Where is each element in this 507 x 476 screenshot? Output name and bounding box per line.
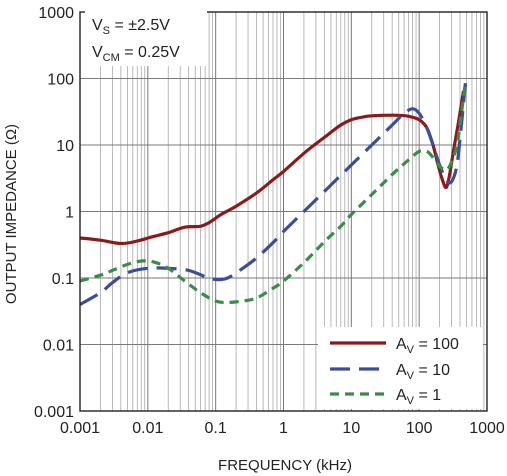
x-axis-label: FREQUENCY (kHz) bbox=[218, 457, 352, 474]
y-tick-label: 1000 bbox=[38, 5, 74, 22]
x-tick-label: 100 bbox=[406, 420, 433, 437]
y-tick-label: 0.01 bbox=[43, 338, 74, 355]
y-tick-label: 0.1 bbox=[52, 271, 74, 288]
series-line-av-1 bbox=[79, 81, 467, 305]
y-tick-label: 100 bbox=[47, 72, 74, 89]
x-tick-label: 1 bbox=[279, 420, 288, 437]
annotation-box: VS = ±2.5V VCM = 0.25V bbox=[85, 8, 207, 66]
x-tick-label: 0.001 bbox=[60, 420, 100, 437]
x-tick-label: 0.01 bbox=[132, 420, 163, 437]
y-tick-label: 1 bbox=[65, 205, 74, 222]
supply-voltage-label: VS = ±2.5V bbox=[92, 17, 170, 37]
x-tick-label: 10 bbox=[342, 420, 360, 437]
x-tick-label: 1000 bbox=[469, 420, 505, 437]
legend: AV = 100 AV = 10 AV = 1 bbox=[318, 327, 483, 409]
tick-labels: 0.001 0.01 0.1 1 10 100 1000 1000 100 10 1 0.1 0.01 0… bbox=[34, 5, 505, 437]
series-layer bbox=[79, 81, 467, 306]
legend-label-av-10: AV = 10 bbox=[396, 362, 450, 382]
common-mode-voltage-label: VCM = 0.25V bbox=[92, 44, 180, 64]
y-axis-label: OUTPUT IMPEDANCE (Ω) bbox=[3, 124, 20, 304]
y-tick-label: 0.001 bbox=[34, 404, 74, 421]
x-tick-label: 0.1 bbox=[205, 420, 227, 437]
plot-frame bbox=[79, 11, 488, 412]
y-tick-label: 10 bbox=[56, 138, 74, 155]
legend-label-av-100: AV = 100 bbox=[396, 336, 459, 356]
legend-label-av-1: AV = 1 bbox=[396, 387, 441, 407]
series-line-av-100 bbox=[79, 90, 466, 246]
